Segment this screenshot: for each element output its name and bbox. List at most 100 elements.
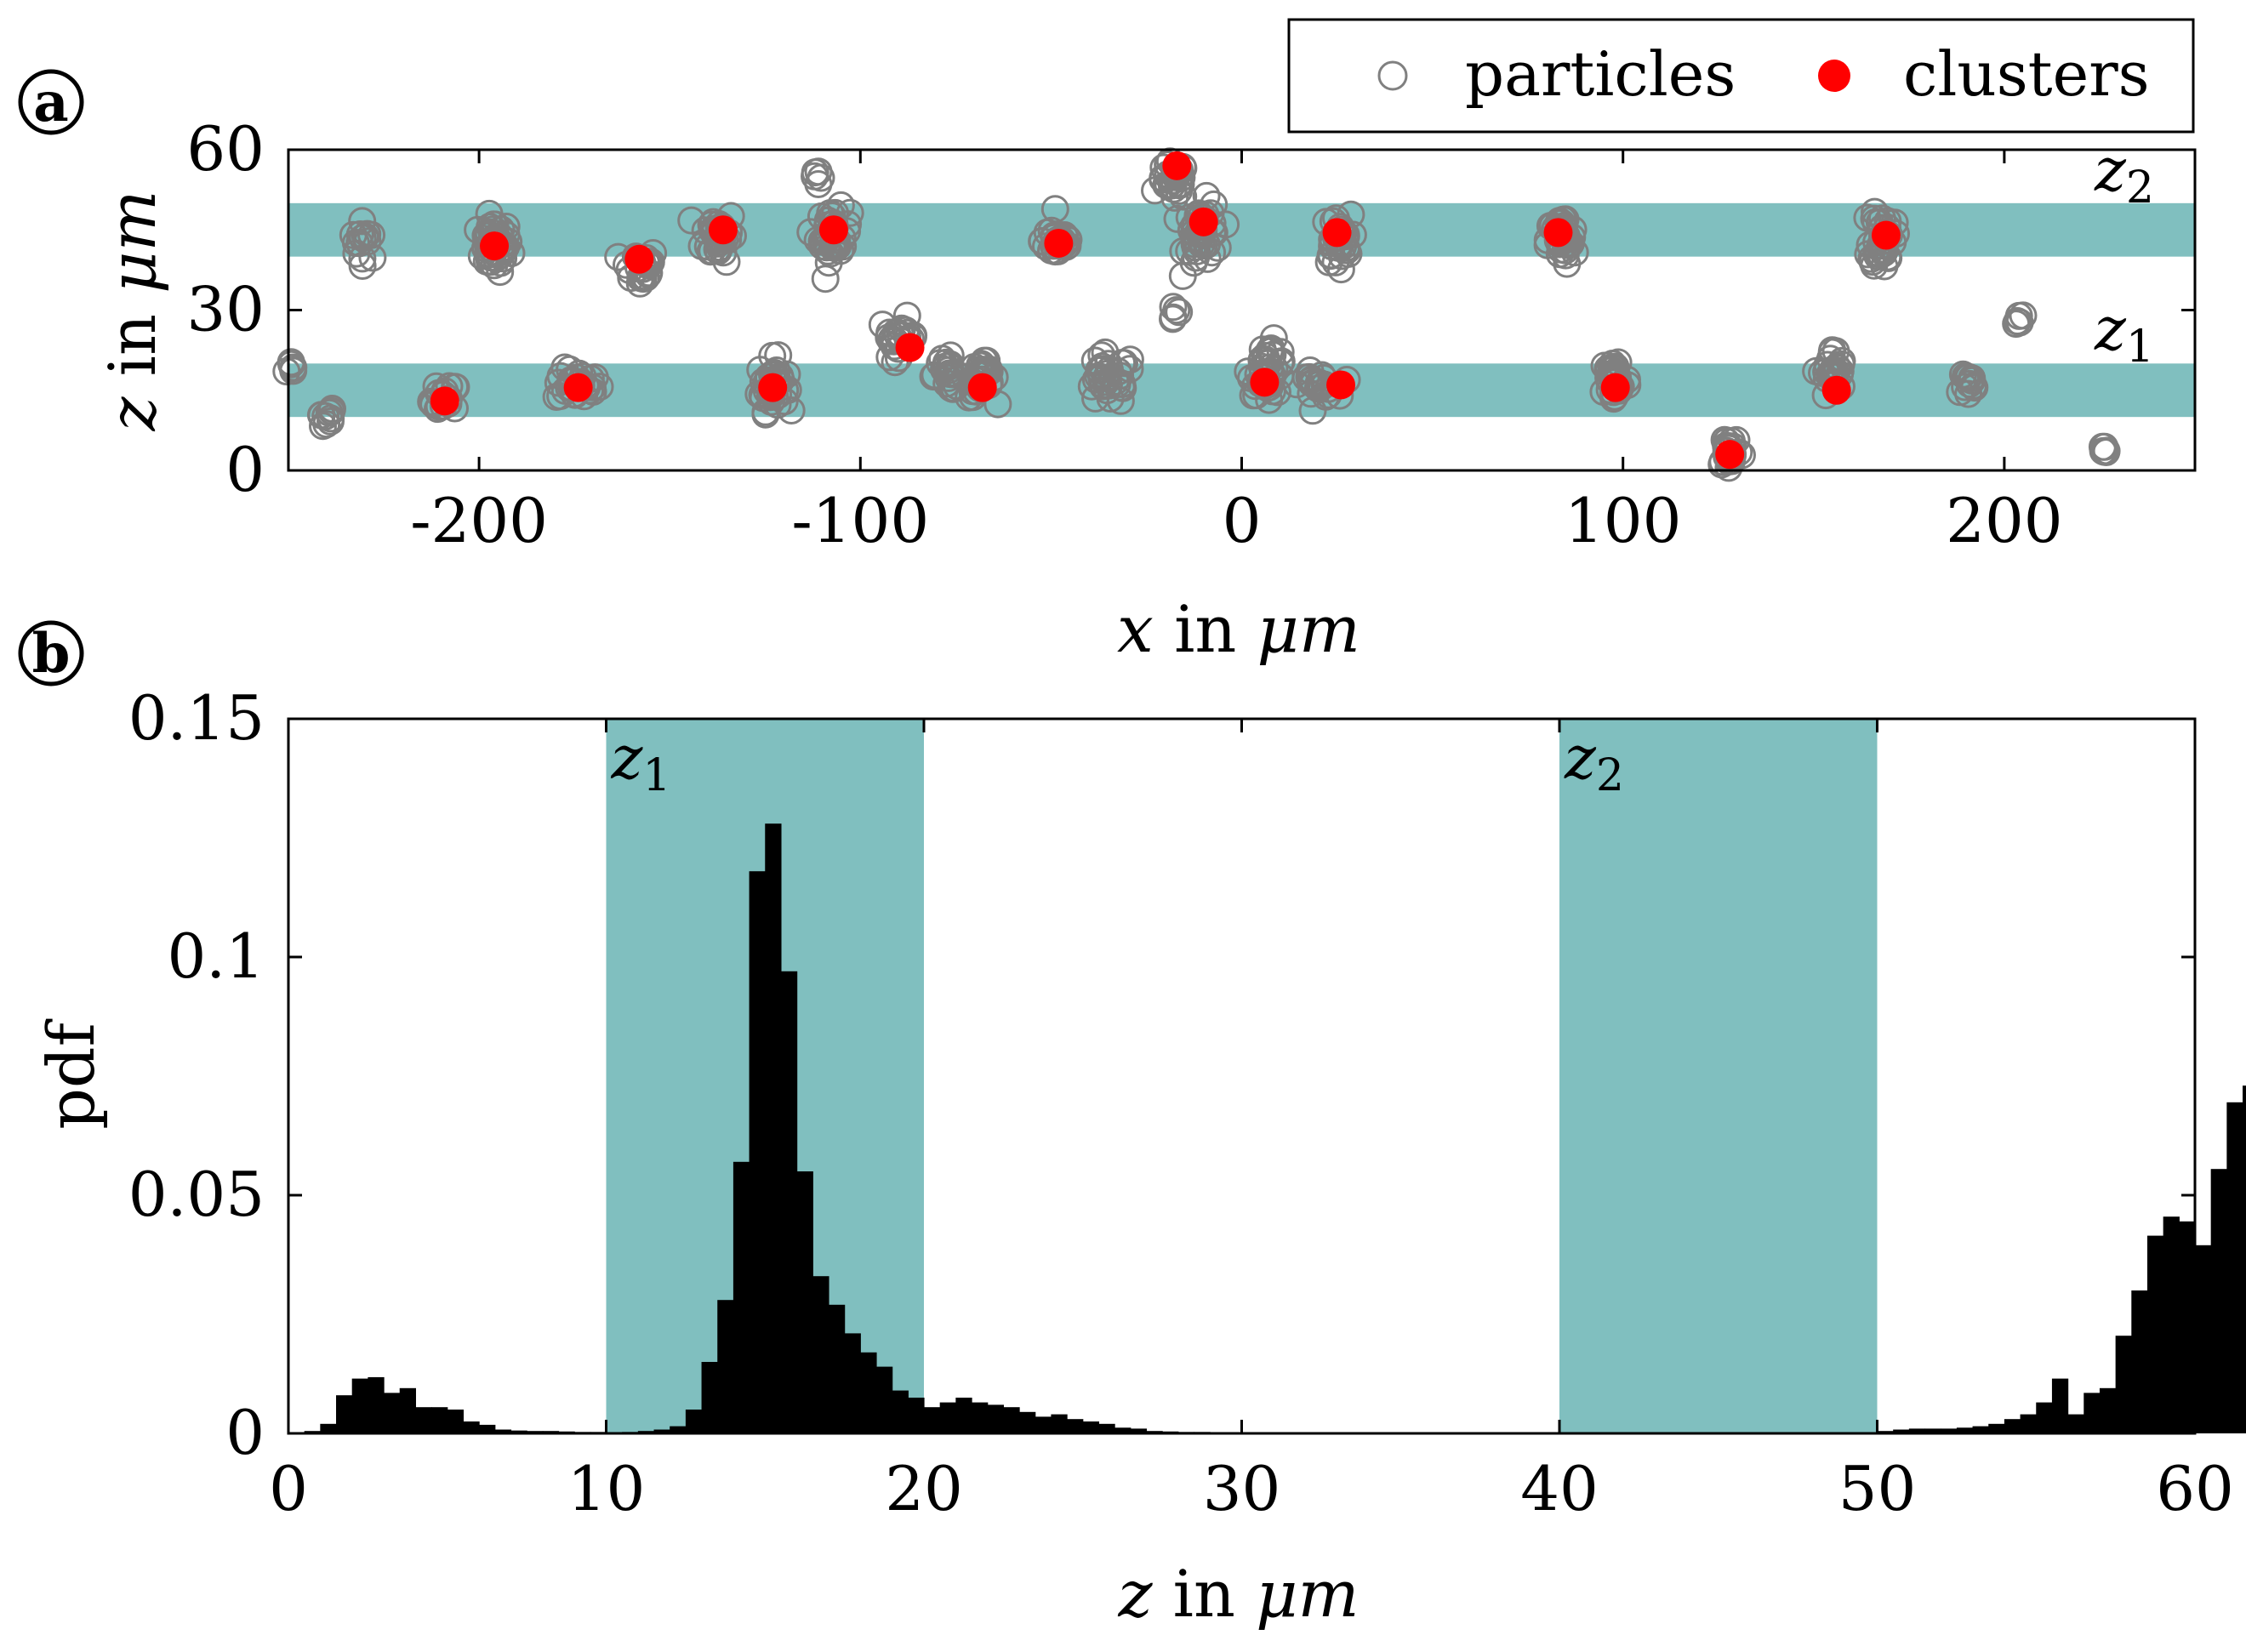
- particle-point: [1087, 341, 1116, 370]
- panel-letter-a-circle: [18, 69, 84, 135]
- cluster-point: [430, 386, 459, 416]
- legend-clusters-label: clusters: [1903, 38, 2150, 110]
- particle-point: [892, 301, 921, 330]
- particle-point: [1175, 236, 1204, 265]
- bars-layer: [288, 823, 2246, 1433]
- band-label-z1: z1: [2094, 294, 2154, 373]
- histogram-bar: [1988, 1423, 2005, 1433]
- particle-point: [1081, 384, 1109, 413]
- histogram-bar: [844, 1333, 861, 1433]
- panel-a-ylabel: z in μm: [94, 190, 170, 431]
- histogram-bar: [1893, 1429, 1910, 1433]
- particle-point: [1853, 203, 1882, 232]
- histogram-bar: [1908, 1428, 1926, 1433]
- histogram-bar: [2099, 1387, 2117, 1433]
- histogram-bar: [2243, 1085, 2246, 1433]
- cluster-point: [1715, 440, 1745, 470]
- histogram-bar: [987, 1404, 1004, 1433]
- x-tick-label: 50: [1838, 1453, 1917, 1524]
- histogram-bar: [2051, 1378, 2069, 1433]
- histogram-bar: [431, 1407, 448, 1433]
- histogram-bar: [796, 1171, 813, 1433]
- x-tick-label: 0: [1223, 485, 1262, 556]
- particle-point: [1040, 195, 1069, 224]
- cluster-point: [967, 373, 997, 402]
- cluster-point: [1044, 228, 1074, 258]
- panel-b-xlabel: z in μm: [1117, 1556, 1359, 1632]
- cluster-point: [1600, 373, 1630, 402]
- legend-cluster-marker: [1818, 60, 1850, 92]
- particle-point: [315, 398, 344, 427]
- particle-point: [1103, 370, 1132, 399]
- histogram-bar: [2195, 1245, 2212, 1433]
- particle-point: [1954, 362, 1983, 391]
- particle-point: [353, 219, 382, 248]
- band-z2: [1559, 719, 1878, 1433]
- histogram-bar: [1051, 1414, 1068, 1433]
- histogram-bar: [1972, 1426, 1989, 1433]
- histogram-bar: [399, 1387, 416, 1433]
- legend-box: [1287, 18, 2195, 134]
- histogram-bar: [860, 1352, 877, 1433]
- histogram-bar: [875, 1366, 893, 1433]
- particle-point: [1162, 296, 1191, 325]
- cluster-point: [895, 333, 925, 362]
- y-tick-label: 0.15: [128, 682, 265, 754]
- panel-b-band-labels: z1 z2: [611, 723, 1624, 801]
- panel-letter-b: b: [18, 620, 84, 686]
- legend-particles-label: particles: [1465, 38, 1736, 110]
- histogram-bar: [1067, 1419, 1084, 1433]
- clusters-layer: [430, 151, 1901, 470]
- histogram-bar: [368, 1376, 385, 1433]
- particle-point: [677, 206, 706, 235]
- panel-a-xlabel: x in μm: [1117, 591, 1360, 667]
- cluster-point: [1543, 218, 1573, 248]
- histogram-bar: [2084, 1393, 2101, 1433]
- cluster-point: [480, 231, 510, 261]
- histogram-bar: [336, 1395, 353, 1433]
- particle-point: [339, 220, 368, 249]
- histogram-bar: [685, 1410, 703, 1433]
- histogram-bar: [2067, 1414, 2084, 1433]
- particle-point: [1257, 334, 1285, 363]
- particle-point: [272, 357, 301, 386]
- cluster-point: [1326, 370, 1356, 400]
- histogram-bar: [892, 1390, 909, 1433]
- y-tick-label: 0.1: [167, 920, 265, 992]
- particle-point: [312, 410, 341, 439]
- particle-point: [1860, 251, 1889, 280]
- particle-point: [936, 341, 965, 370]
- particle-point: [811, 265, 840, 293]
- histogram-bar: [924, 1407, 941, 1433]
- particle-point: [1089, 371, 1118, 400]
- histogram-bar: [2226, 1102, 2243, 1433]
- cluster-point: [1821, 375, 1851, 405]
- particle-point: [348, 207, 377, 236]
- particle-point: [1297, 369, 1326, 397]
- panel-b-frame: [287, 717, 2197, 1435]
- histogram-bar: [2131, 1290, 2148, 1433]
- histogram-bar: [908, 1398, 925, 1433]
- particle-point: [1085, 356, 1114, 385]
- histogram-bar: [1941, 1428, 1958, 1433]
- cluster-point: [624, 244, 654, 274]
- particle-point: [1203, 233, 1232, 262]
- particles-layer: [272, 147, 2121, 482]
- cluster-point: [1162, 151, 1192, 180]
- histogram-bar: [351, 1378, 368, 1433]
- histogram-bar: [1924, 1428, 1941, 1433]
- histogram-bar: [2036, 1402, 2053, 1433]
- particle-point: [317, 396, 346, 425]
- histogram-bar: [972, 1402, 989, 1433]
- particle-point: [2005, 308, 2034, 337]
- histogram-bar: [479, 1424, 496, 1433]
- particle-point: [1096, 356, 1124, 384]
- histogram-bar: [510, 1430, 527, 1433]
- histogram-bar: [384, 1393, 401, 1433]
- histogram-bar: [415, 1407, 432, 1433]
- histogram-bar: [2146, 1235, 2164, 1433]
- cluster-point: [758, 373, 788, 402]
- histogram-bar: [2004, 1419, 2021, 1433]
- histogram-bar: [717, 1300, 734, 1433]
- histogram-bar: [1035, 1416, 1052, 1433]
